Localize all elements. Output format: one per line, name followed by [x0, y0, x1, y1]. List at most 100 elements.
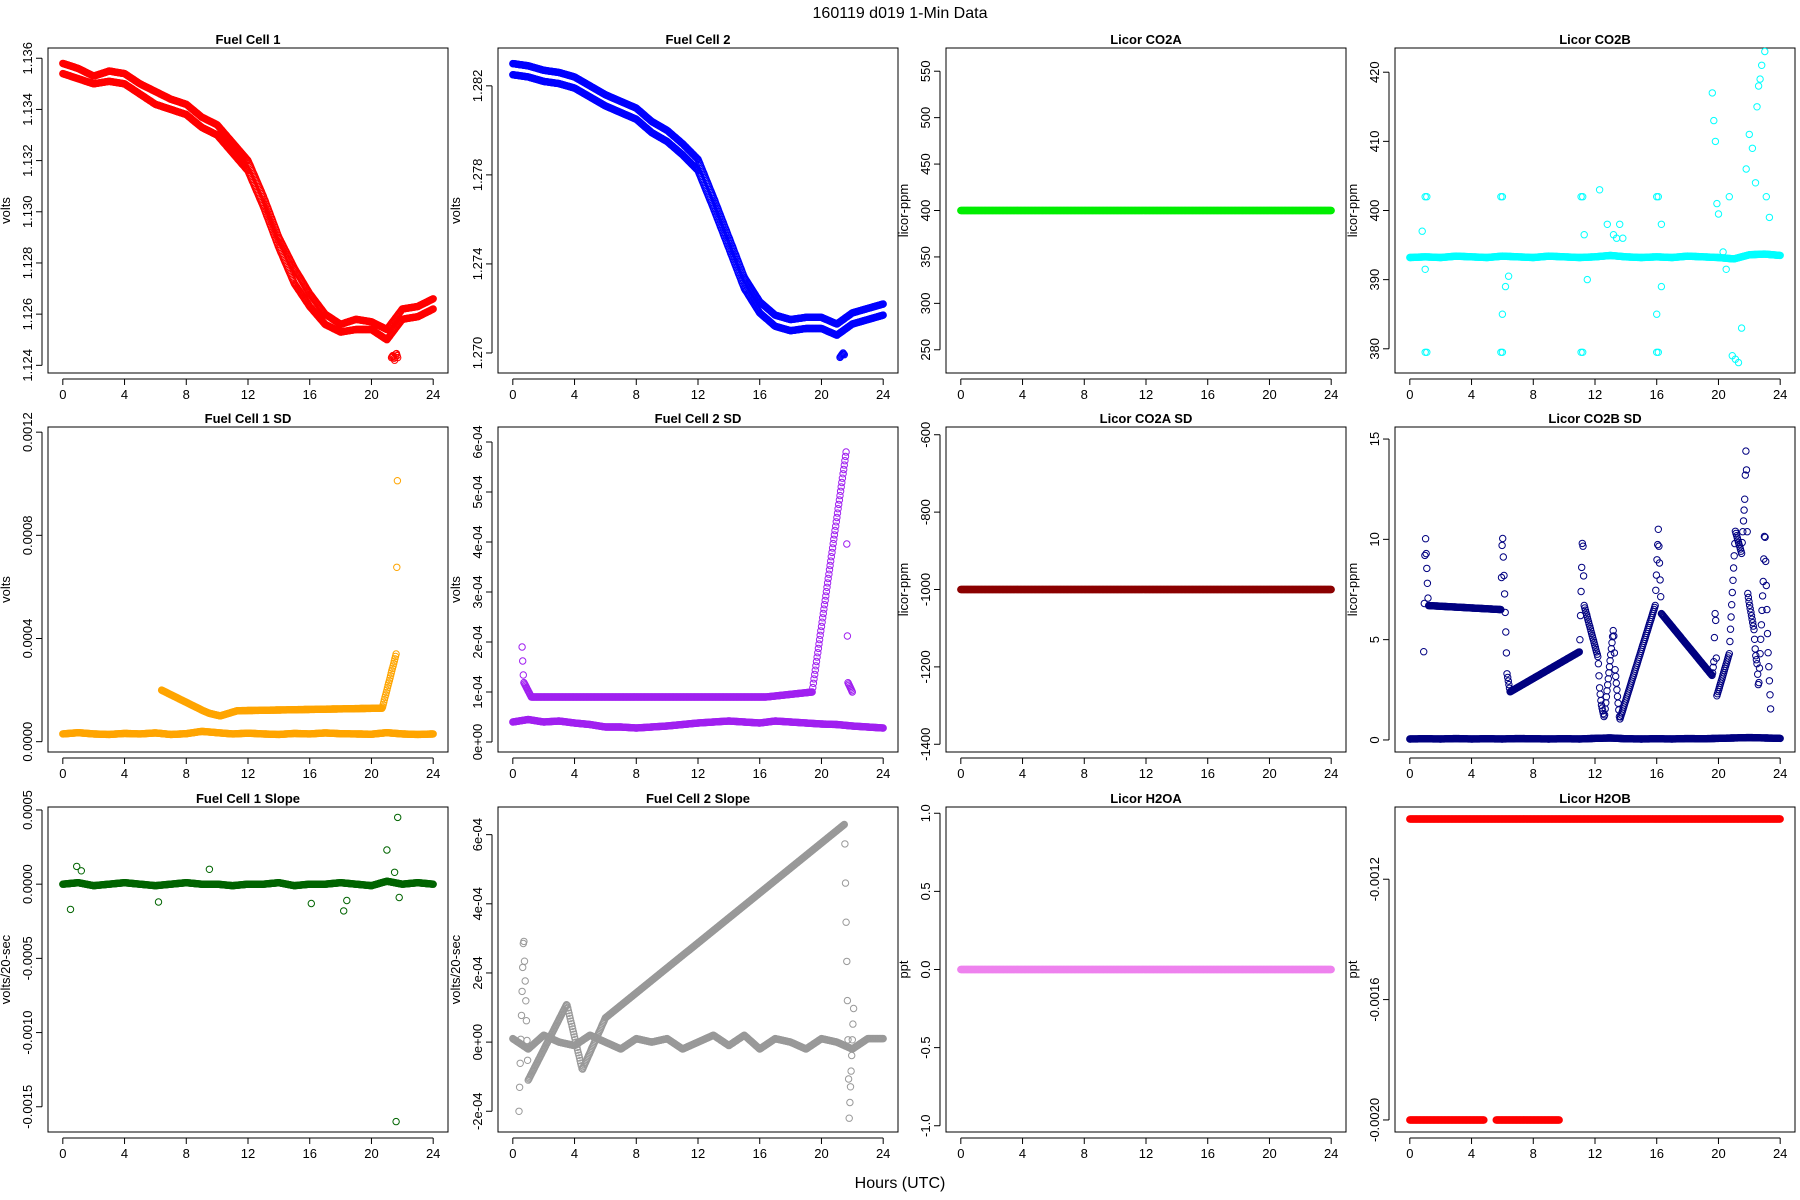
data-point: [1708, 89, 1717, 97]
x-tick-label: 20: [364, 766, 378, 781]
series-2: [836, 349, 848, 362]
data-point: [1501, 282, 1510, 291]
y-tick-label: 1.126: [20, 298, 35, 331]
x-tick-label: 24: [1324, 387, 1338, 402]
y-tick-label: 450: [918, 153, 933, 175]
y-tick-label: 3e-04: [470, 575, 485, 608]
x-tick-label: 12: [241, 766, 255, 781]
x-tick-label: 8: [183, 766, 190, 781]
x-tick-label: 12: [691, 387, 705, 402]
data-point: [1758, 61, 1766, 70]
plot-frame: [1394, 47, 1796, 374]
x-tick-label: 4: [1019, 387, 1026, 402]
x-tick-label: 8: [633, 387, 640, 402]
x-tick-label: 24: [1773, 387, 1787, 402]
panel-title: Fuel Cell 2: [665, 32, 730, 47]
x-tick-label: 16: [302, 766, 316, 781]
x-tick-label: 24: [876, 766, 890, 781]
y-tick-label: 400: [1367, 200, 1382, 222]
data-point: [1497, 348, 1505, 356]
series-1: [509, 71, 887, 339]
x-tick-label: 20: [364, 387, 378, 402]
series-0: [509, 715, 887, 732]
x-tick-label: 20: [814, 766, 828, 781]
y-tick-label: 390: [1367, 269, 1382, 291]
x-tick-label: 16: [1649, 387, 1663, 402]
data-point: [1745, 130, 1754, 139]
data-point: [1595, 186, 1604, 194]
x-tick-label: 0: [59, 387, 66, 402]
y-axis-label: volts: [0, 197, 13, 224]
data-point: [1583, 275, 1592, 284]
x-tick-label: 4: [121, 766, 128, 781]
x-tick-label: 4: [571, 387, 578, 402]
data-point: [1742, 165, 1750, 173]
data-point: [1657, 220, 1666, 229]
data-point: [1753, 103, 1761, 111]
y-tick-label: 1.130: [20, 196, 35, 229]
data-point: [1418, 227, 1426, 235]
data-point: [393, 477, 402, 485]
y-tick-label: 1.128: [20, 247, 35, 280]
x-tick-label: 20: [1711, 387, 1725, 402]
data-point: [1754, 82, 1763, 90]
series-0: [509, 59, 887, 328]
data-point: [1756, 75, 1764, 83]
figure-title: 160119 d019 1-Min Data: [813, 5, 988, 22]
data-point: [1653, 310, 1661, 318]
x-tick-label: 0: [509, 387, 516, 402]
data-point: [1421, 265, 1429, 273]
y-tick-label: 1.124: [20, 349, 35, 382]
x-tick-label: 8: [1081, 387, 1088, 402]
x-tick-label: 0: [1406, 387, 1413, 402]
panel-title: Fuel Cell 1: [215, 32, 280, 47]
data-point: [1616, 220, 1624, 229]
panel-title: Fuel Cell 1 SD: [205, 411, 292, 426]
series-1: [157, 477, 402, 720]
data-point: [1497, 193, 1505, 201]
y-tick-label: 1.282: [470, 70, 485, 103]
panel-1: Fuel Cell 20 4 8 12 16 20 241.2701.2741.2781.2…: [448, 32, 899, 402]
x-tick-label: 4: [121, 387, 128, 402]
y-tick-label: 1.132: [20, 144, 35, 177]
panel-title: Fuel Cell 2 SD: [655, 411, 742, 426]
y-tick-label: 300: [918, 293, 933, 315]
plot-frame: [47, 426, 449, 753]
data-point: [1751, 179, 1760, 187]
panel-title: Licor CO2B: [1559, 32, 1631, 47]
panel-title: Licor CO2A: [1110, 32, 1182, 47]
x-tick-label: 24: [426, 766, 440, 781]
x-tick-label: 0: [957, 387, 964, 402]
y-tick-label: 1.270: [470, 337, 485, 370]
y-tick-label: 1.274: [470, 248, 485, 281]
series-1: [1418, 193, 1666, 356]
x-tick-label: 4: [571, 766, 578, 781]
y-axis-label: volts: [448, 576, 463, 603]
x-tick-label: 24: [876, 387, 890, 402]
series-0: [59, 727, 437, 739]
data-point: [1722, 265, 1730, 273]
panels: Fuel Cell 1 0 4 8 12 16 20 24 1.124 1.126 1.128 1.1…: [0, 32, 1796, 1161]
y-tick-label: 0.0000: [20, 722, 35, 762]
data-point: [1710, 116, 1718, 125]
x-tick-label: 20: [1262, 387, 1276, 402]
series-0: [957, 206, 1335, 215]
y-tick-label: 1.134: [20, 93, 35, 126]
data-point: [1711, 137, 1720, 146]
y-tick-label: 4e-04: [470, 525, 485, 558]
x-tick-label: 16: [302, 387, 316, 402]
y-tick-label: 5e-04: [470, 475, 485, 508]
series-2: [1595, 47, 1774, 367]
y-tick-label: 400: [918, 200, 933, 222]
data-point: [1619, 234, 1627, 242]
data-point: [1580, 231, 1588, 239]
data-point: [1761, 47, 1769, 56]
y-axis-label: volts: [448, 197, 463, 224]
x-tick-label: 8: [183, 387, 190, 402]
x-tick-label: 12: [691, 766, 705, 781]
data-point: [1748, 144, 1757, 153]
y-tick-label: 0.0004: [20, 619, 35, 659]
